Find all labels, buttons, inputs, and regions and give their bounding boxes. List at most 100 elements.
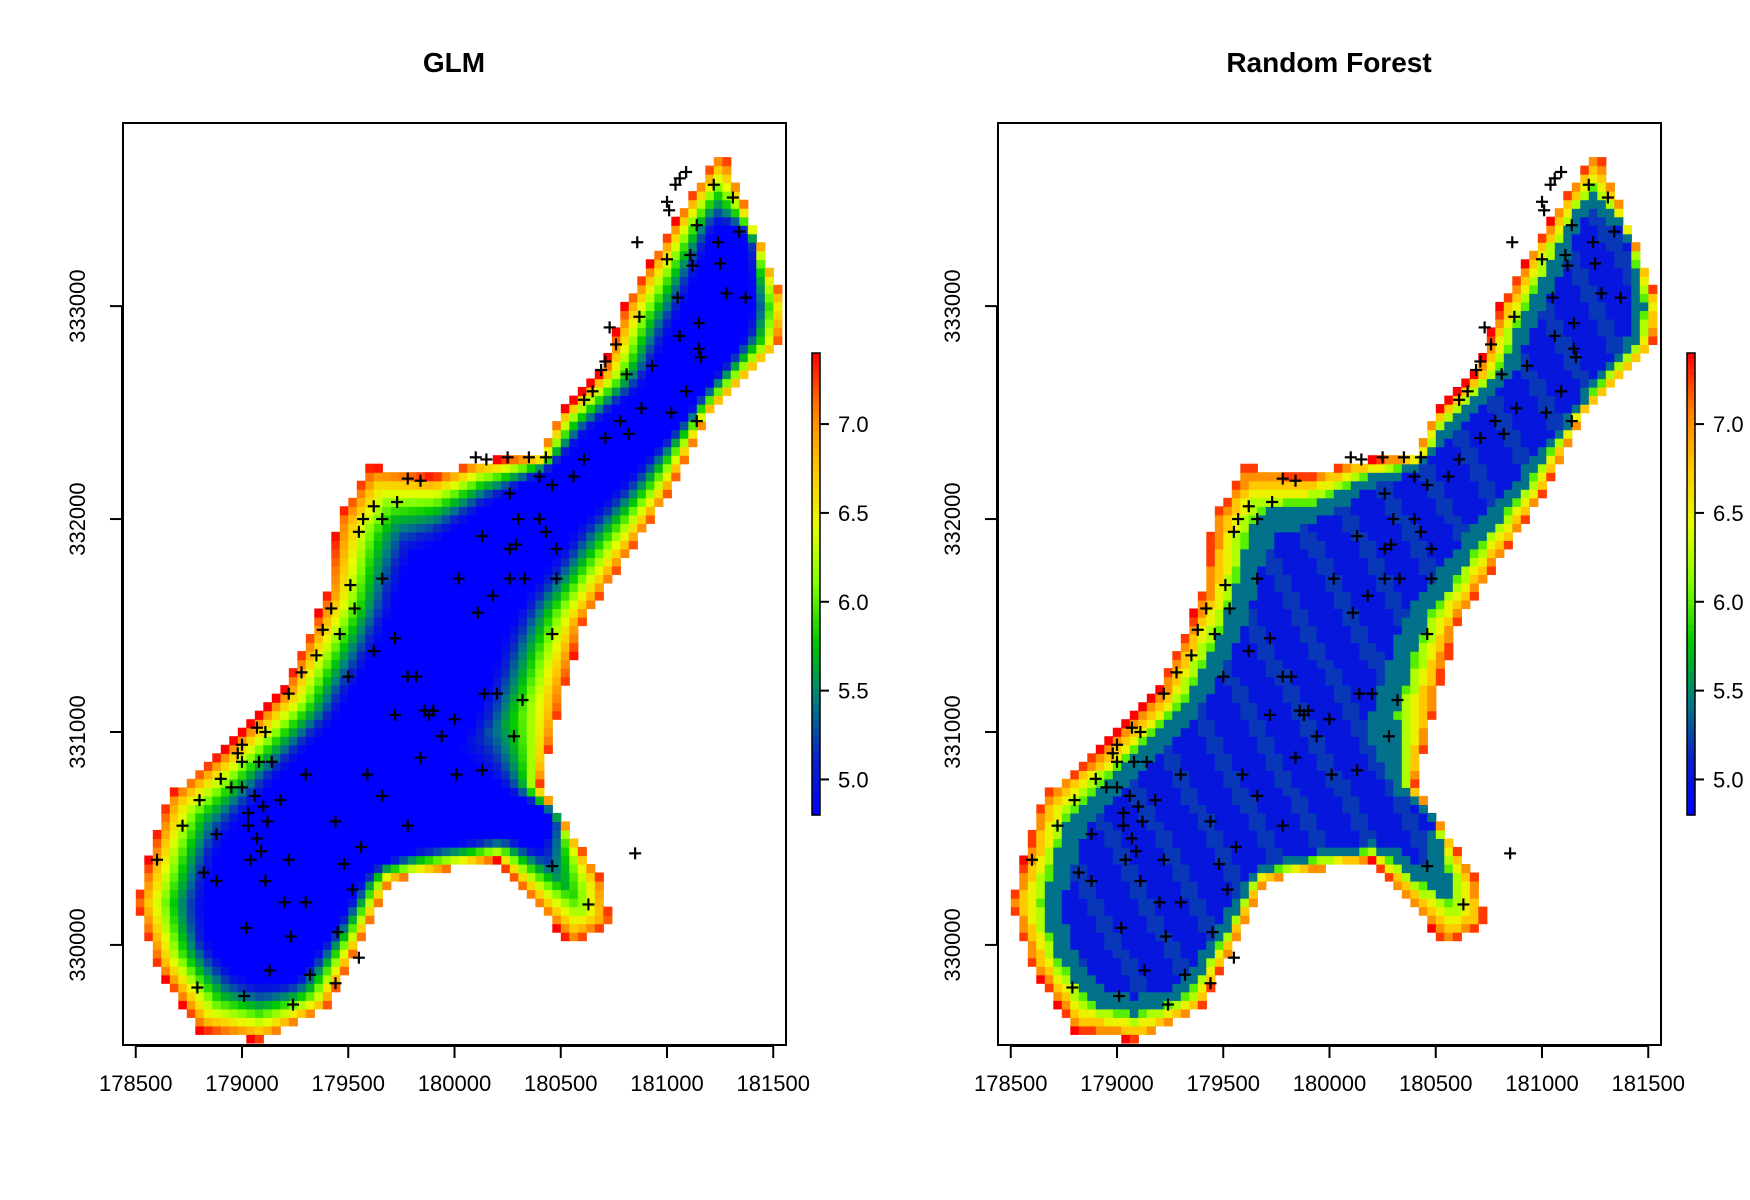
colorbar-step [812,763,820,770]
raster-cell [518,864,528,874]
raster-cell [586,497,596,507]
raster-cell [1180,685,1190,695]
raster-cell [297,974,307,984]
raster-cell [1155,974,1165,984]
raster-cell [1095,915,1105,925]
sample-point [225,781,238,794]
raster-cell [475,472,485,482]
raster-cell [1104,829,1114,840]
raster-cell [722,318,732,329]
raster-cell [1401,864,1411,874]
raster-cell [518,642,528,652]
raster-cell [1384,531,1394,541]
raster-cell [764,335,774,346]
raster-cell [203,906,213,916]
raster-cell [1206,565,1216,576]
raster-cell [509,591,519,601]
raster-cell [526,872,536,882]
raster-cell [475,548,485,559]
sample-point [367,500,380,513]
raster-cell [1393,472,1403,482]
raster-cell [1189,923,1199,933]
raster-cell [577,497,587,507]
raster-cell [620,310,630,320]
raster-cell [1265,625,1275,635]
raster-cell [1316,565,1326,576]
raster-cell [407,642,417,652]
raster-cell [314,727,324,737]
raster-cell [314,795,324,806]
colorbar-step [812,496,820,503]
raster-cell [484,838,494,848]
sample-point [282,853,295,866]
raster-cell [1138,957,1148,967]
raster-cell [560,864,570,874]
raster-cell [1257,600,1267,610]
raster-cell [535,659,545,669]
raster-cell [1359,514,1369,524]
raster-cell [552,446,562,456]
raster-cell [1206,600,1216,610]
raster-cell [161,812,171,823]
raster-cell [611,548,621,559]
raster-cell [620,540,630,550]
sample-point [622,427,635,440]
raster-cell [237,1008,247,1018]
raster-cell [475,710,485,720]
raster-cell [1248,736,1258,746]
raster-cell [688,310,698,320]
sample-point [508,730,520,743]
raster-cell [1367,719,1377,729]
raster-cell [1240,736,1250,746]
raster-cell [586,404,596,414]
raster-cell [1155,1008,1165,1018]
raster-cell [1333,608,1343,618]
raster-cell [297,983,307,993]
raster-cell [1299,642,1309,652]
sample-point [712,236,724,249]
raster-cell [331,795,341,806]
raster-cell [314,617,324,627]
raster-cell [501,625,511,635]
raster-cell [365,736,375,746]
raster-cell [254,821,264,831]
raster-cell [161,906,171,916]
raster-cell [1342,710,1352,720]
raster-cell [1223,923,1233,933]
raster-cell [637,395,647,405]
raster-cell [356,872,366,882]
raster-cell [322,864,332,874]
raster-cell [441,753,451,763]
raster-cell [1265,651,1275,661]
raster-cell [263,864,273,874]
raster-cell [1036,949,1046,959]
raster-cell [1078,821,1088,831]
raster-cell [169,932,179,942]
raster-cell [1359,821,1369,831]
raster-cell [1350,702,1360,712]
raster-cell [620,404,630,414]
raster-cell [586,429,596,439]
raster-cell [475,489,485,499]
raster-cell [1316,472,1326,482]
raster-cell [484,540,494,550]
sample-point [214,772,227,785]
raster-cell [280,864,290,874]
raster-cell [1342,514,1352,524]
raster-cell [1214,821,1224,831]
raster-cell [1359,727,1369,737]
raster-cell [220,821,230,831]
raster-cell [178,974,188,984]
raster-cell [475,463,485,473]
sample-point [491,687,503,700]
raster-cell [1291,795,1301,806]
raster-cell [331,855,341,865]
raster-cell [569,506,579,516]
raster-cell [1155,770,1165,780]
raster-cell [331,898,341,908]
raster-cell [577,915,587,925]
raster-cell [696,242,706,252]
raster-cell [1376,591,1386,601]
raster-cell [390,727,400,737]
raster-cell [1257,855,1267,865]
